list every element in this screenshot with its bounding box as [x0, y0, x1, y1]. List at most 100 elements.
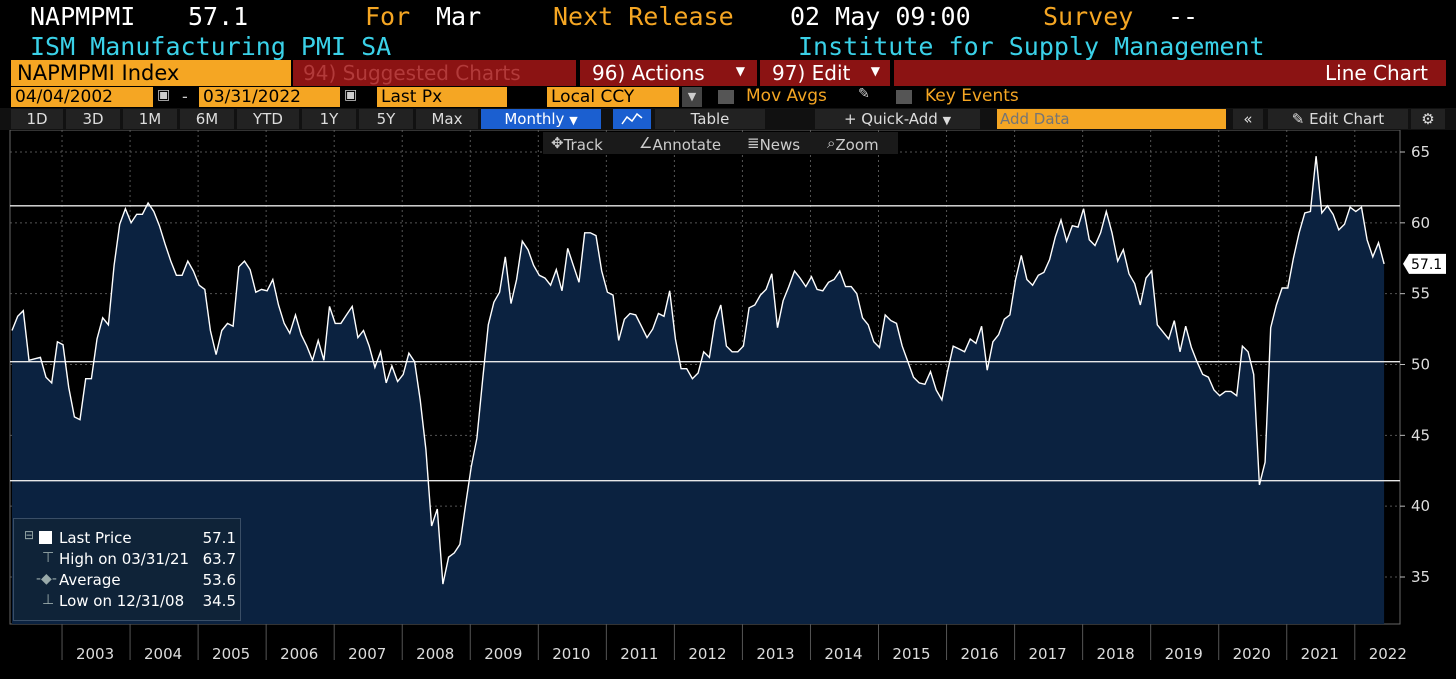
- y-axis: 35 40 45 50 55 60 65: [1400, 143, 1430, 586]
- edit-chart-button[interactable]: ✎ Edit Chart: [1268, 109, 1408, 129]
- zoom-label: Zoom: [835, 136, 879, 154]
- last-value-label: 57.1: [1403, 253, 1446, 274]
- ticker: NAPMPMI: [30, 2, 136, 31]
- end-date-field[interactable]: 03/31/2022: [199, 87, 340, 107]
- chevron-down-icon: ▼: [870, 64, 880, 78]
- chevron-down-icon[interactable]: ▼: [682, 87, 702, 107]
- period-3d-button[interactable]: 3D: [66, 109, 120, 129]
- x-tick-label: 2022: [1369, 645, 1407, 663]
- actions-menu[interactable]: 96) Actions ▼: [580, 60, 757, 86]
- legend-last-price-label: Last Price: [59, 529, 132, 547]
- legend-high: ⊤ High on 03/31/21 63.7: [14, 550, 240, 570]
- news-tool[interactable]: ≣ News: [747, 134, 801, 154]
- chart-type-label[interactable]: Line Chart: [894, 60, 1446, 86]
- x-tick-label: 2020: [1233, 645, 1271, 663]
- annotate-tool[interactable]: ∠ Annotate: [639, 134, 722, 154]
- average-marker-icon: -◆-: [36, 571, 57, 587]
- x-tick-label: 2019: [1165, 645, 1203, 663]
- date-range-toolbar: 04/04/2002 ▣ - 03/31/2022 ▣ Last Px Loca…: [0, 86, 1456, 108]
- legend-average-value: 53.6: [202, 571, 236, 589]
- line-chart-icon[interactable]: [613, 109, 651, 129]
- legend-high-value: 63.7: [202, 550, 236, 568]
- period-5y-button[interactable]: 5Y: [359, 109, 413, 129]
- edit-menu[interactable]: 97) Edit ▼: [760, 60, 890, 86]
- y-tick-label: 55: [1411, 285, 1430, 303]
- zoom-tool[interactable]: ⌕ Zoom: [827, 134, 879, 154]
- period-ytd-button[interactable]: YTD: [237, 109, 299, 129]
- legend-last-price-value: 57.1: [202, 529, 236, 547]
- legend-average-label: Average: [59, 571, 121, 589]
- date-separator: -: [182, 87, 188, 106]
- last-value-tag: [1403, 253, 1446, 274]
- x-tick-label: 2012: [688, 645, 726, 663]
- last-value: 57.1: [188, 2, 249, 31]
- x-tick-label: 2003: [76, 645, 114, 663]
- x-tick-label: 2015: [892, 645, 930, 663]
- x-tick-label: 2007: [348, 645, 386, 663]
- frequency-select[interactable]: Monthly ▼: [481, 109, 601, 129]
- y-tick-label: 35: [1411, 568, 1430, 586]
- mov-avgs-label: Mov Avgs: [746, 86, 827, 106]
- x-tick-label: 2009: [484, 645, 522, 663]
- security-header: NAPMPMI 57.1 For Mar Next Release 02 May…: [0, 0, 1456, 34]
- chevron-down-icon: ▼: [942, 114, 952, 127]
- chart-legend: ⊟ Last Price 57.1 ⊤ High on 03/31/21 63.…: [13, 518, 241, 621]
- security-field[interactable]: NAPMPMI Index: [11, 60, 291, 86]
- legend-average: -◆- Average 53.6: [14, 571, 240, 591]
- x-tick-label: 2004: [144, 645, 182, 663]
- x-tick-label: 2014: [824, 645, 862, 663]
- x-tick-label: 2013: [756, 645, 794, 663]
- key-events-checkbox[interactable]: [896, 90, 912, 104]
- low-marker-icon: ⊥: [42, 592, 55, 608]
- gear-icon[interactable]: ⚙: [1411, 109, 1445, 129]
- survey-label: Survey: [1043, 2, 1134, 31]
- collapse-icon[interactable]: ⊟: [24, 528, 35, 542]
- track-label: Track: [563, 136, 603, 154]
- last-value-text: 57.1: [1411, 257, 1442, 273]
- table-button[interactable]: Table: [655, 109, 765, 129]
- next-release-value: 02 May 09:00: [790, 2, 971, 31]
- x-tick-label: 2018: [1097, 645, 1135, 663]
- security-source: Institute for Supply Management: [798, 32, 1265, 61]
- quick-add-menu[interactable]: + Quick-Add ▼: [815, 109, 980, 129]
- y-tick-label: 50: [1411, 356, 1430, 374]
- period-6m-button[interactable]: 6M: [180, 109, 234, 129]
- for-label: For: [365, 2, 411, 31]
- calendar-icon[interactable]: ▣: [344, 87, 358, 103]
- currency-select[interactable]: Local CCY: [547, 87, 679, 107]
- quick-add-label: + Quick-Add: [843, 110, 938, 128]
- period-1m-button[interactable]: 1M: [123, 109, 177, 129]
- edit-label: 97) Edit: [772, 61, 851, 85]
- price-area: [12, 156, 1385, 624]
- survey-value: --: [1168, 2, 1199, 31]
- x-axis: 2003 2004 2005 2006 2007 2008 2009 2010 2011 2012…: [61, 624, 1407, 663]
- calendar-icon[interactable]: ▣: [157, 87, 171, 103]
- annotate-label: Annotate: [652, 136, 722, 154]
- start-date-field[interactable]: 04/04/2002: [11, 87, 153, 107]
- suggested-charts-button[interactable]: 94) Suggested Charts: [293, 60, 576, 86]
- period-1d-button[interactable]: 1D: [11, 109, 63, 129]
- frequency-label: Monthly: [504, 110, 565, 128]
- period-max-button[interactable]: Max: [416, 109, 478, 129]
- period-1y-button[interactable]: 1Y: [302, 109, 356, 129]
- price-field-select[interactable]: Last Px: [377, 87, 507, 107]
- y-tick-label: 60: [1411, 214, 1430, 232]
- add-data-input[interactable]: [997, 109, 1226, 129]
- security-subheader: ISM Manufacturing PMI SA Institute for S…: [0, 32, 1456, 61]
- x-tick-label: 2005: [212, 645, 250, 663]
- collapse-icon[interactable]: «: [1233, 109, 1263, 129]
- track-tool[interactable]: ✥ Track: [551, 134, 603, 154]
- legend-low-value: 34.5: [202, 592, 236, 610]
- legend-low: ⊥ Low on 12/31/08 34.5: [14, 592, 240, 612]
- mov-avgs-checkbox[interactable]: [718, 90, 734, 104]
- next-release-label: Next Release: [553, 2, 734, 31]
- pencil-icon[interactable]: ✎: [858, 86, 870, 102]
- news-label: News: [759, 136, 801, 154]
- x-tick-label: 2017: [1029, 645, 1067, 663]
- legend-high-label: High on 03/31/21: [59, 550, 190, 568]
- high-marker-icon: ⊤: [42, 550, 55, 566]
- x-tick-label: 2016: [960, 645, 998, 663]
- x-tick-label: 2010: [552, 645, 590, 663]
- y-tick-label: 40: [1411, 497, 1430, 515]
- x-tick-label: 2006: [280, 645, 318, 663]
